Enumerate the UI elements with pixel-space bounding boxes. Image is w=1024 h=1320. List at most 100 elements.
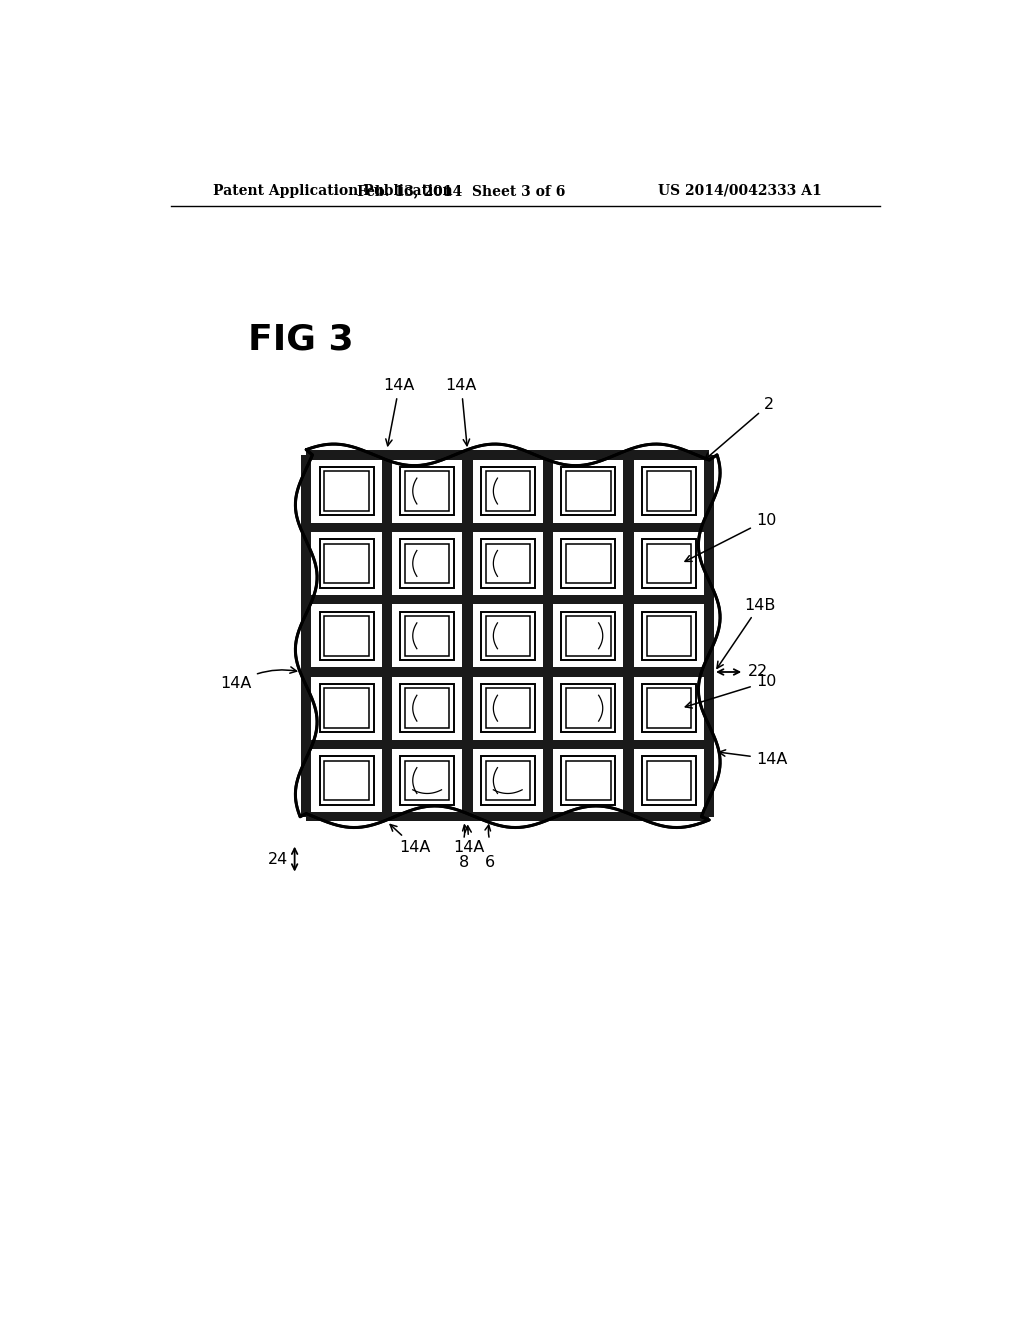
Bar [566,688,610,729]
Bar [480,611,535,660]
Bar [642,539,696,587]
Bar [311,677,382,739]
Bar [485,544,529,583]
Text: Patent Application Publication: Patent Application Publication [213,183,453,198]
Bar [306,668,710,677]
Text: 8: 8 [459,855,469,870]
Bar [306,523,710,532]
Bar [400,539,455,587]
Bar [647,688,691,729]
Bar [325,760,369,800]
Bar [319,684,374,733]
Text: 22: 22 [748,664,768,680]
Bar [306,450,710,459]
Bar [566,544,610,583]
Bar [400,467,455,515]
Bar [705,455,715,817]
Bar [473,532,543,595]
Bar [634,748,705,812]
Bar [311,532,382,595]
Bar [561,467,615,515]
Text: 2: 2 [705,397,773,459]
Bar [485,471,529,511]
Bar [634,459,705,523]
Bar [480,756,535,805]
Bar [485,760,529,800]
Text: 14A: 14A [384,379,415,446]
Bar [480,539,535,587]
Bar [634,677,705,739]
Bar [473,605,543,668]
Text: 14A: 14A [445,379,477,446]
Bar [624,455,634,817]
Bar [325,616,369,656]
Text: 14A: 14A [719,750,787,767]
Text: FIG 3: FIG 3 [248,322,353,356]
Bar [561,611,615,660]
Bar [392,677,462,739]
Bar [642,611,696,660]
Bar [647,760,691,800]
Bar [480,467,535,515]
Bar [392,748,462,812]
Bar [306,812,710,821]
Bar [382,455,392,817]
Bar [404,471,450,511]
Bar [404,688,450,729]
Bar [319,539,374,587]
Polygon shape [295,444,720,828]
Bar [566,616,610,656]
Bar [647,471,691,511]
Bar [566,760,610,800]
Bar [642,467,696,515]
Bar [561,684,615,733]
Text: 14B: 14B [717,598,775,668]
Text: 6: 6 [484,855,495,870]
Bar [319,756,374,805]
Bar [392,532,462,595]
Bar [325,688,369,729]
Bar [473,748,543,812]
Bar [647,616,691,656]
Bar [319,467,374,515]
Bar [392,459,462,523]
Bar [473,677,543,739]
Bar [404,544,450,583]
Bar [480,684,535,733]
Bar [561,756,615,805]
Text: 10: 10 [685,512,776,561]
Bar [553,748,624,812]
Bar [561,539,615,587]
Bar [566,471,610,511]
Bar [311,748,382,812]
Bar [634,532,705,595]
Bar [400,611,455,660]
Bar [553,677,624,739]
Bar [400,756,455,805]
Text: 14A: 14A [454,826,484,855]
Bar [634,605,705,668]
Bar [319,611,374,660]
Bar [311,605,382,668]
Text: US 2014/0042333 A1: US 2014/0042333 A1 [658,183,822,198]
Text: 24: 24 [268,851,289,867]
Bar [392,605,462,668]
Bar [543,455,553,817]
Bar [473,459,543,523]
Bar [553,532,624,595]
Bar [301,455,311,817]
Bar [485,616,529,656]
Bar [553,459,624,523]
Bar [462,455,473,817]
Bar [306,595,710,605]
Text: 10: 10 [685,675,776,708]
Bar [400,684,455,733]
Bar [306,739,710,748]
Bar [325,471,369,511]
Bar [553,605,624,668]
Bar [404,616,450,656]
Bar [642,684,696,733]
Text: Feb. 13, 2014  Sheet 3 of 6: Feb. 13, 2014 Sheet 3 of 6 [357,183,565,198]
Text: 14A: 14A [390,825,430,855]
Bar [325,544,369,583]
